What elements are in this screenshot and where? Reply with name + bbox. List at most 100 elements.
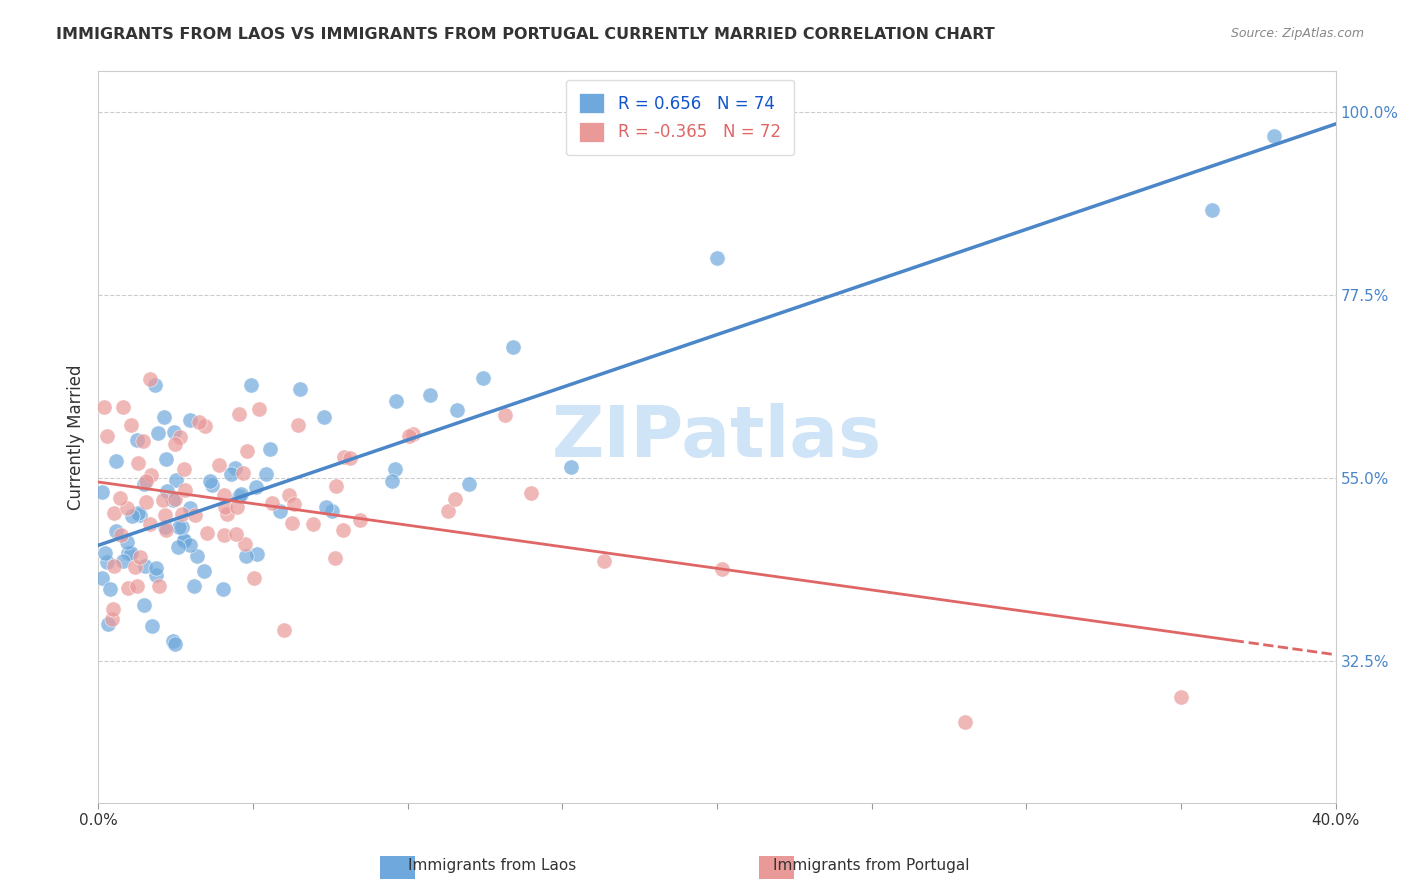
Immigrants from Portugal (96, 429, 118, 443)
Immigrants from Portugal (195, 525, 218, 540)
Immigrants from Laos (165, 473, 187, 487)
Immigrants from Laos (245, 480, 267, 494)
Immigrants from Portugal (141, 468, 163, 483)
Immigrants from Laos (179, 538, 201, 552)
Immigrants from Laos (173, 533, 195, 547)
Immigrants from Portugal (184, 508, 207, 522)
Immigrants from Portugal (494, 408, 516, 422)
Immigrants from Laos (104, 524, 127, 539)
Immigrants from Laos (321, 504, 343, 518)
Immigrants from Portugal (233, 537, 256, 551)
Immigrants from Laos (254, 467, 277, 482)
Immigrants from Portugal (169, 430, 191, 444)
Immigrants from Portugal (110, 528, 132, 542)
Immigrants from Laos (167, 520, 190, 534)
Immigrants from Laos (117, 546, 139, 560)
Immigrants from Portugal (212, 528, 235, 542)
Immigrants from Portugal (139, 372, 162, 386)
Immigrants from Laos (560, 460, 582, 475)
Immigrants from Laos (153, 409, 176, 424)
Immigrants from Laos (173, 533, 195, 548)
Immigrants from Portugal (260, 496, 283, 510)
Immigrants from Laos (97, 617, 120, 632)
Immigrants from Laos (458, 477, 481, 491)
Immigrants from Portugal (170, 507, 193, 521)
Y-axis label: Currently Married: Currently Married (66, 364, 84, 510)
Immigrants from Portugal (173, 461, 195, 475)
Immigrants from Portugal (281, 516, 304, 530)
Immigrants from Laos (146, 425, 169, 440)
Immigrants from Portugal (187, 415, 209, 429)
Immigrants from Laos (120, 545, 142, 559)
Immigrants from Portugal (214, 488, 236, 502)
Immigrants from Laos (134, 558, 156, 573)
Immigrants from Laos (145, 568, 167, 582)
Immigrants from Laos (419, 388, 441, 402)
Text: IMMIGRANTS FROM LAOS VS IMMIGRANTS FROM PORTUGAL CURRENTLY MARRIED CORRELATION C: IMMIGRANTS FROM LAOS VS IMMIGRANTS FROM … (56, 27, 995, 42)
Text: Immigrants from Portugal: Immigrants from Portugal (773, 858, 970, 872)
Immigrants from Laos (219, 467, 242, 481)
Immigrants from Laos (132, 599, 155, 613)
Immigrants from Portugal (101, 612, 124, 626)
Immigrants from Portugal (710, 562, 733, 576)
Immigrants from Laos (179, 413, 201, 427)
Immigrants from Laos (94, 546, 117, 560)
Immigrants from Portugal (273, 623, 295, 637)
Immigrants from Laos (198, 474, 221, 488)
Text: Immigrants from Laos: Immigrants from Laos (408, 858, 576, 872)
Immigrants from Laos (162, 492, 184, 507)
Immigrants from Portugal (325, 479, 347, 493)
Immigrants from Portugal (247, 401, 270, 416)
Immigrants from Laos (380, 474, 402, 488)
Immigrants from Laos (143, 377, 166, 392)
Immigrants from Portugal (301, 516, 323, 531)
Immigrants from Laos (170, 520, 193, 534)
Immigrants from Portugal (332, 450, 354, 464)
Immigrants from Laos (246, 548, 269, 562)
Immigrants from Laos (240, 378, 263, 392)
Immigrants from Laos (384, 462, 406, 476)
Immigrants from Laos (229, 487, 252, 501)
Immigrants from Laos (224, 461, 246, 475)
Immigrants from Laos (312, 410, 335, 425)
Immigrants from Portugal (214, 500, 236, 515)
Immigrants from Portugal (332, 523, 354, 537)
Immigrants from Portugal (225, 526, 247, 541)
Immigrants from Laos (156, 483, 179, 498)
Immigrants from Portugal (138, 517, 160, 532)
Immigrants from Laos (162, 634, 184, 648)
Immigrants from Portugal (125, 579, 148, 593)
Immigrants from Portugal (287, 418, 309, 433)
Immigrants from Portugal (339, 450, 361, 465)
Immigrants from Laos (183, 579, 205, 593)
Immigrants from Laos (134, 477, 156, 491)
Immigrants from Portugal (236, 444, 259, 458)
Immigrants from Portugal (165, 492, 187, 507)
Immigrants from Portugal (110, 491, 132, 505)
Immigrants from Laos (269, 504, 291, 518)
Immigrants from Laos (1263, 129, 1285, 144)
Immigrants from Portugal (436, 504, 458, 518)
Immigrants from Portugal (124, 559, 146, 574)
Immigrants from Portugal (402, 427, 425, 442)
Immigrants from Laos (90, 484, 112, 499)
Immigrants from Laos (105, 453, 128, 467)
Text: ZIPatlas: ZIPatlas (553, 402, 882, 472)
Immigrants from Laos (129, 508, 152, 522)
Immigrants from Portugal (208, 458, 231, 472)
Immigrants from Portugal (111, 401, 134, 415)
Immigrants from Portugal (135, 474, 157, 488)
Immigrants from Portugal (953, 714, 976, 729)
Immigrants from Laos (153, 520, 176, 534)
Immigrants from Portugal (135, 495, 157, 509)
Immigrants from Portugal (163, 436, 186, 450)
Text: Source: ZipAtlas.com: Source: ZipAtlas.com (1230, 27, 1364, 40)
Immigrants from Portugal (283, 497, 305, 511)
Immigrants from Laos (165, 637, 187, 651)
Immigrants from Laos (228, 489, 250, 503)
Immigrants from Portugal (127, 456, 149, 470)
Immigrants from Portugal (592, 554, 614, 568)
Immigrants from Laos (96, 555, 118, 569)
Immigrants from Portugal (1170, 690, 1192, 705)
Immigrants from Portugal (228, 407, 250, 421)
